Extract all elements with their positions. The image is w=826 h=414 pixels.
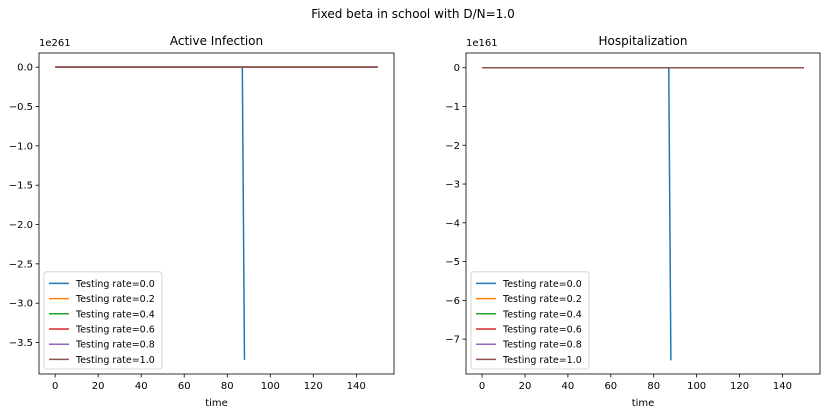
legend-entry: Testing rate=0.8 <box>75 340 155 351</box>
y-tick-label: −1.5 <box>9 181 33 192</box>
chart-title: Active Infection <box>170 34 263 48</box>
y-tick-label: −4 <box>445 218 460 229</box>
y-tick-label: −2.0 <box>9 220 33 231</box>
axis-offset-label: 1e261 <box>39 38 71 49</box>
legend-entry: Testing rate=0.4 <box>75 309 155 320</box>
x-tick-label: 0 <box>479 381 485 392</box>
x-axis-label: time <box>205 398 228 409</box>
x-axis-label: time <box>632 398 655 409</box>
y-tick-label: −5 <box>445 257 460 268</box>
x-tick-label: 40 <box>562 381 575 392</box>
legend-entry: Testing rate=0.6 <box>502 325 582 336</box>
y-tick-label: −0.5 <box>9 102 33 113</box>
legend-box <box>43 271 163 370</box>
y-tick-label: 0 <box>454 63 460 74</box>
x-tick-label: 40 <box>135 381 148 392</box>
legend-entry: Testing rate=0.2 <box>75 294 155 305</box>
legend-entry: Testing rate=0.0 <box>75 279 155 290</box>
y-tick-label: −3.5 <box>9 338 33 349</box>
y-tick-label: −6 <box>445 296 460 307</box>
x-tick-label: 100 <box>261 381 280 392</box>
y-tick-label: −7 <box>445 335 460 346</box>
y-tick-label: 0.0 <box>17 63 33 74</box>
y-tick-label: −3 <box>445 180 460 191</box>
legend-box <box>470 271 590 370</box>
y-tick-label: −1 <box>445 102 460 113</box>
x-tick-label: 60 <box>178 381 191 392</box>
legend-entry: Testing rate=1.0 <box>502 355 582 366</box>
x-tick-label: 60 <box>604 381 617 392</box>
legend-entry: Testing rate=0.2 <box>502 294 582 305</box>
x-tick-label: 120 <box>304 381 323 392</box>
plot-frame <box>38 52 395 375</box>
chart-title: Hospitalization <box>599 34 688 48</box>
axis-offset-label: 1e161 <box>466 38 498 49</box>
legend-entry: Testing rate=0.6 <box>75 325 155 336</box>
legend-entry: Testing rate=0.8 <box>502 340 582 351</box>
y-tick-label: −1.0 <box>9 141 33 152</box>
legend-entry: Testing rate=1.0 <box>75 355 155 366</box>
x-tick-label: 20 <box>92 381 105 392</box>
x-tick-label: 80 <box>221 381 234 392</box>
x-tick-label: 0 <box>52 381 58 392</box>
y-tick-label: −2.5 <box>9 259 33 270</box>
x-tick-label: 100 <box>687 381 706 392</box>
figure-title: Fixed beta in school with D/N=1.0 <box>311 7 515 21</box>
chart-panel-1: Active Infection 1e261 0 20 40 60 80 100 120 140 t… <box>9 34 395 409</box>
y-tick-label: −3.0 <box>9 299 33 310</box>
x-tick-label: 140 <box>347 381 366 392</box>
legend-entry: Testing rate=0.4 <box>502 309 582 320</box>
x-tick-label: 120 <box>730 381 749 392</box>
chart-panel-2: Hospitalization 1e161 0 20 40 60 80 100 120 140 ti… <box>445 34 821 409</box>
x-tick-label: 80 <box>647 381 660 392</box>
legend-entry: Testing rate=0.0 <box>502 279 582 290</box>
y-tick-label: −2 <box>445 141 460 152</box>
x-tick-label: 140 <box>773 381 792 392</box>
plot-frame <box>465 52 821 375</box>
x-tick-label: 20 <box>519 381 532 392</box>
